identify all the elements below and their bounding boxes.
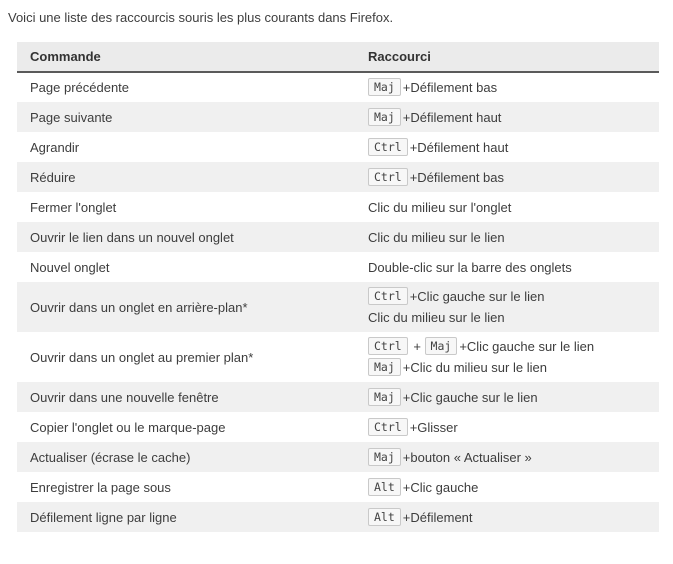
shortcut-text: +Clic gauche sur le lien bbox=[459, 339, 595, 354]
shortcut-line: Ctrl + Maj +Clic gauche sur le lien bbox=[368, 336, 646, 357]
kbd-key: Ctrl bbox=[368, 167, 408, 186]
shortcut-cell: Alt +Défilement bbox=[355, 502, 659, 532]
command-cell: Ouvrir le lien dans un nouvel onglet bbox=[30, 229, 234, 245]
table-row: Enregistrer la page sous Alt +Clic gauche bbox=[17, 472, 659, 502]
shortcut-line: Double-clic sur la barre des onglets bbox=[368, 257, 646, 278]
kbd-key: Maj bbox=[368, 78, 401, 96]
table-row: Ouvrir le lien dans un nouvel onglet Clic… bbox=[17, 222, 659, 252]
table-row: Actualiser (écrase le cache) Maj +bouton «… bbox=[17, 442, 659, 472]
shortcut-cell: Ctrl +Glisser bbox=[355, 412, 659, 442]
shortcut-line: Alt +Défilement bbox=[368, 507, 646, 528]
kbd-key: Alt bbox=[368, 477, 401, 496]
kbd-key: Maj bbox=[368, 107, 401, 126]
column-header-command: Commande bbox=[17, 42, 355, 73]
shortcut-text: +Défilement bas bbox=[402, 80, 498, 95]
shortcut-line: Ctrl +Défilement haut bbox=[368, 137, 646, 158]
shortcut-line: Maj +Clic gauche sur le lien bbox=[368, 387, 646, 408]
shortcut-cell: Ctrl +Clic gauche sur le lien Clic du mili… bbox=[355, 282, 659, 332]
shortcut-cell: Maj +Défilement bas bbox=[355, 72, 659, 102]
table-row: Page suivante Maj +Défilement haut bbox=[17, 102, 659, 132]
kbd-key: Ctrl bbox=[368, 337, 408, 355]
table-row: Nouvel onglet Double-clic sur la barre de… bbox=[17, 252, 659, 282]
shortcut-line: Clic du milieu sur le lien bbox=[368, 227, 646, 248]
shortcut-cell: Clic du milieu sur l'onglet bbox=[355, 192, 659, 222]
shortcut-text: Clic du milieu sur le lien bbox=[368, 229, 505, 245]
kbd-key: Maj bbox=[368, 358, 401, 376]
shortcut-text: Double-clic sur la barre des onglets bbox=[368, 259, 572, 275]
table-row: Réduire Ctrl +Défilement bas bbox=[17, 162, 659, 192]
shortcut-line: Maj +Clic du milieu sur le lien bbox=[368, 357, 646, 378]
shortcut-text: +Clic du milieu sur le lien bbox=[402, 360, 547, 375]
table-row: Copier l'onglet ou le marque-page Ctrl +Gl… bbox=[17, 412, 659, 442]
intro-text: Voici une liste des raccourcis souris le… bbox=[8, 10, 394, 25]
shortcut-cell: Ctrl + Maj +Clic gauche sur le lien Maj +Cl… bbox=[355, 332, 659, 382]
command-cell: Ouvrir dans une nouvelle fenêtre bbox=[30, 389, 219, 405]
kbd-key: Ctrl bbox=[368, 287, 408, 305]
command-cell: Ouvrir dans un onglet en arrière-plan* bbox=[30, 299, 248, 315]
shortcuts-table-body: Page précédente Maj +Défilement bas Page su… bbox=[17, 72, 659, 532]
kbd-key: Maj bbox=[424, 337, 458, 355]
kbd-key: Alt bbox=[368, 507, 401, 526]
shortcut-text: +Clic gauche sur le lien bbox=[409, 289, 545, 304]
table-row: Agrandir Ctrl +Défilement haut bbox=[17, 132, 659, 162]
kbd-key: Ctrl bbox=[368, 137, 408, 156]
shortcut-cell: Double-clic sur la barre des onglets bbox=[355, 252, 659, 282]
shortcut-cell: Maj +Clic gauche sur le lien bbox=[355, 382, 659, 412]
shortcut-cell: Alt +Clic gauche bbox=[355, 472, 659, 502]
shortcut-line: Alt +Clic gauche bbox=[368, 477, 646, 498]
command-cell: Page précédente bbox=[30, 80, 130, 95]
command-cell: Page suivante bbox=[30, 109, 113, 125]
shortcut-text: +Clic gauche bbox=[402, 479, 479, 495]
shortcut-cell: Clic du milieu sur le lien bbox=[355, 222, 659, 252]
table-row: Ouvrir dans un onglet en arrière-plan* Ct… bbox=[17, 282, 659, 332]
shortcut-text: +Clic gauche sur le lien bbox=[402, 389, 538, 405]
column-header-shortcut: Raccourci bbox=[355, 42, 659, 73]
table-row: Fermer l'onglet Clic du milieu sur l'ongl… bbox=[17, 192, 659, 222]
kbd-key: Ctrl bbox=[368, 417, 408, 436]
command-cell: Actualiser (écrase le cache) bbox=[30, 449, 191, 465]
kbd-key: Maj bbox=[368, 387, 401, 406]
shortcut-cell: Ctrl +Défilement bas bbox=[355, 162, 659, 192]
shortcut-text: +Défilement bas bbox=[409, 169, 505, 185]
command-cell: Nouvel onglet bbox=[30, 259, 110, 275]
shortcut-line: Clic du milieu sur le lien bbox=[368, 307, 646, 328]
shortcut-text: Clic du milieu sur le lien bbox=[368, 310, 505, 325]
shortcut-text: +Défilement haut bbox=[409, 139, 509, 155]
shortcut-line: Clic du milieu sur l'onglet bbox=[368, 197, 646, 218]
header-row: Commande Raccourci bbox=[17, 42, 659, 73]
shortcut-cell: Ctrl +Défilement haut bbox=[355, 132, 659, 162]
shortcut-line: Ctrl +Clic gauche sur le lien bbox=[368, 286, 646, 307]
shortcut-cell: Maj +bouton « Actualiser » bbox=[355, 442, 659, 472]
shortcut-text: +bouton « Actualiser » bbox=[402, 449, 532, 465]
command-cell: Enregistrer la page sous bbox=[30, 479, 171, 495]
command-cell: Défilement ligne par ligne bbox=[30, 509, 177, 525]
command-cell: Réduire bbox=[30, 169, 76, 185]
shortcut-cell: Maj +Défilement haut bbox=[355, 102, 659, 132]
shortcut-line: Ctrl +Défilement bas bbox=[368, 167, 646, 188]
command-cell: Ouvrir dans un onglet au premier plan* bbox=[30, 349, 254, 365]
kbd-key: Maj bbox=[368, 447, 401, 466]
table-row: Ouvrir dans une nouvelle fenêtre Maj +Clic… bbox=[17, 382, 659, 412]
shortcut-line: Maj +bouton « Actualiser » bbox=[368, 447, 646, 468]
command-cell: Copier l'onglet ou le marque-page bbox=[30, 419, 226, 435]
shortcuts-table: Commande Raccourci Page précédente Maj +Dé… bbox=[17, 42, 659, 532]
shortcut-text: Clic du milieu sur l'onglet bbox=[368, 199, 512, 215]
shortcut-text: +Défilement bbox=[402, 509, 473, 525]
table-row: Ouvrir dans un onglet au premier plan* Ct… bbox=[17, 332, 659, 382]
shortcut-line: Ctrl +Glisser bbox=[368, 417, 646, 438]
shortcut-text: +Défilement haut bbox=[402, 109, 502, 125]
shortcut-text: +Glisser bbox=[409, 419, 458, 435]
shortcuts-table-header: Commande Raccourci bbox=[17, 42, 659, 73]
shortcut-text: + bbox=[409, 339, 425, 354]
shortcut-line: Maj +Défilement bas bbox=[368, 77, 646, 98]
table-row: Page précédente Maj +Défilement bas bbox=[17, 72, 659, 102]
command-cell: Fermer l'onglet bbox=[30, 199, 117, 215]
table-row: Défilement ligne par ligne Alt +Défilement bbox=[17, 502, 659, 532]
command-cell: Agrandir bbox=[30, 139, 80, 155]
shortcut-line: Maj +Défilement haut bbox=[368, 107, 646, 128]
